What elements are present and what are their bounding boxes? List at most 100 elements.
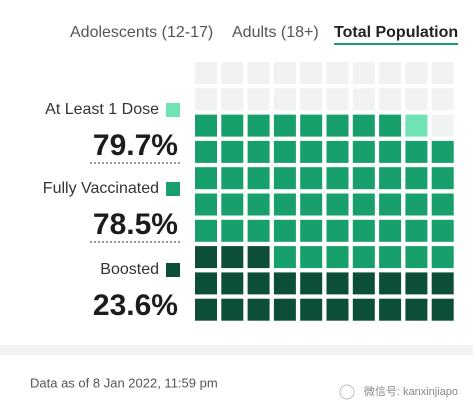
- waffle-cell: [247, 272, 270, 295]
- legend-label: Fully Vaccinated: [43, 180, 159, 197]
- waffle-cell: [405, 219, 428, 242]
- waffle-cell: [247, 193, 270, 216]
- empty-cell: [247, 88, 270, 111]
- empty-cell: [379, 62, 402, 84]
- empty-cell: [273, 88, 296, 111]
- waffle-cell: [379, 193, 402, 216]
- waffle-cell: [326, 246, 349, 269]
- empty-cell: [300, 62, 323, 84]
- empty-cell: [247, 62, 270, 84]
- waffle-cell: [405, 193, 428, 216]
- waffle-cell: [300, 193, 323, 216]
- empty-cell: [221, 88, 244, 111]
- waffle-cell: [379, 246, 402, 269]
- waffle-cell: [300, 298, 323, 321]
- waffle-cell: [405, 114, 428, 137]
- waffle-cell: [247, 298, 270, 321]
- waffle-cell: [326, 140, 349, 163]
- waffle-cell: [379, 272, 402, 295]
- waffle-cell: [431, 298, 454, 321]
- empty-cell: [379, 88, 402, 111]
- value-label: 79.7%: [93, 129, 178, 162]
- waffle-cell: [326, 193, 349, 216]
- value-label: 23.6%: [93, 289, 178, 322]
- waffle-cell: [221, 114, 244, 137]
- tab[interactable]: Adults (18+): [232, 24, 319, 41]
- empty-cell: [195, 88, 217, 111]
- waffle-cell: [300, 140, 323, 163]
- waffle-cell: [195, 219, 217, 242]
- waffle-cell: [352, 114, 375, 137]
- empty-cell: [431, 114, 454, 137]
- waffle-cell: [221, 167, 244, 190]
- tab[interactable]: Total Population: [334, 24, 458, 41]
- waffle-cell: [326, 219, 349, 242]
- waffle-cell: [221, 272, 244, 295]
- waffle-cell: [431, 246, 454, 269]
- waffle-cell: [300, 114, 323, 137]
- waffle-cell: [326, 167, 349, 190]
- empty-cell: [195, 62, 217, 84]
- waffle-cell: [431, 193, 454, 216]
- waffle-cell: [273, 193, 296, 216]
- empty-cell: [352, 88, 375, 111]
- waffle-cell: [352, 140, 375, 163]
- tab[interactable]: Adolescents (12-17): [70, 24, 213, 41]
- waffle-cell: [379, 114, 402, 137]
- waffle-cell: [431, 272, 454, 295]
- waffle-cell: [352, 246, 375, 269]
- legend-label: At Least 1 Dose: [45, 101, 159, 118]
- empty-cell: [273, 62, 296, 84]
- waffle-cell: [352, 193, 375, 216]
- waffle-cell: [379, 219, 402, 242]
- waffle-cell: [273, 140, 296, 163]
- waffle-cell: [273, 246, 296, 269]
- waffle-cell: [326, 114, 349, 137]
- watermark-icon: [339, 384, 355, 400]
- waffle-cell: [405, 167, 428, 190]
- empty-cell: [405, 88, 428, 111]
- waffle-cell: [247, 246, 270, 269]
- empty-cell: [221, 62, 244, 84]
- legend-swatch: [166, 182, 180, 196]
- waffle-cell: [221, 298, 244, 321]
- tab-underline: [334, 43, 459, 45]
- empty-cell: [326, 88, 349, 111]
- waffle-cell: [221, 140, 244, 163]
- empty-cell: [405, 62, 428, 84]
- waffle-cell: [195, 246, 217, 269]
- waffle-cell: [352, 219, 375, 242]
- waffle-cell: [195, 167, 217, 190]
- waffle-cell: [221, 246, 244, 269]
- footnote: Data as of 8 Jan 2022, 11:59 pm: [30, 375, 218, 390]
- waffle-cell: [352, 298, 375, 321]
- waffle-cell: [221, 219, 244, 242]
- waffle-cell: [405, 246, 428, 269]
- waffle-cell: [247, 167, 270, 190]
- empty-cell: [326, 62, 349, 84]
- waffle-cell: [326, 272, 349, 295]
- waffle-cell: [195, 193, 217, 216]
- waffle-cell: [300, 246, 323, 269]
- waffle-cell: [273, 167, 296, 190]
- waffle-cell: [379, 298, 402, 321]
- waffle-cell: [300, 219, 323, 242]
- divider-band: [0, 345, 473, 355]
- waffle-cell: [195, 298, 217, 321]
- waffle-cell: [273, 272, 296, 295]
- waffle-cell: [431, 219, 454, 242]
- legend-label: Boosted: [100, 261, 159, 278]
- waffle-cell: [195, 114, 217, 137]
- legend-swatch: [166, 103, 180, 117]
- waffle-cell: [300, 272, 323, 295]
- waffle-cell: [300, 167, 323, 190]
- waffle-cell: [247, 219, 270, 242]
- legend-swatch: [166, 263, 180, 277]
- waffle-cell: [247, 140, 270, 163]
- watermark: 微信号: kanxinjiapo: [364, 384, 458, 398]
- waffle-cell: [221, 193, 244, 216]
- waffle-cell: [352, 272, 375, 295]
- waffle-cell: [431, 140, 454, 163]
- waffle-cell: [405, 272, 428, 295]
